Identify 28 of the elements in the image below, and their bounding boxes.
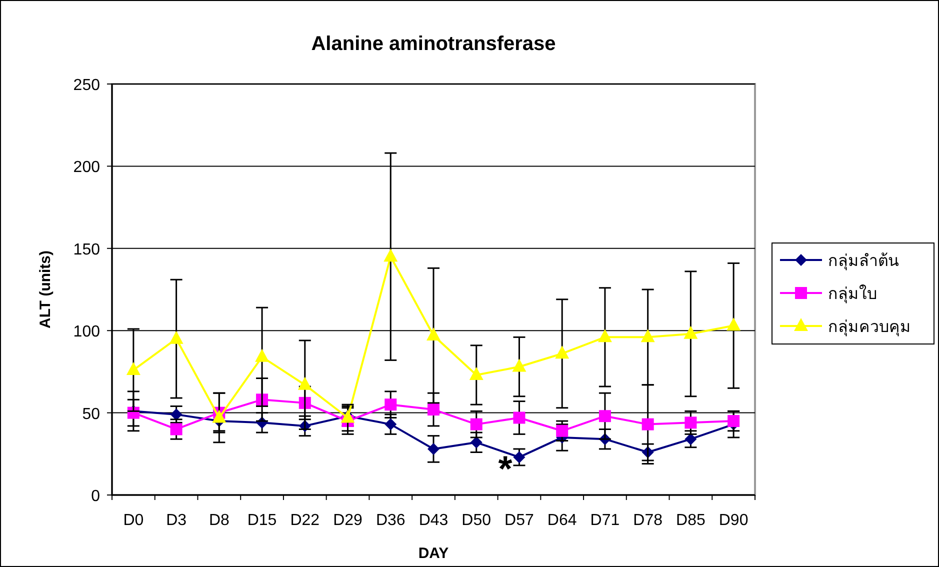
x-tick-label: D0	[123, 512, 144, 529]
x-tick-label: D8	[208, 512, 230, 529]
y-tick-label: 150	[73, 241, 100, 258]
y-tick-label: 200	[73, 159, 100, 176]
x-tick-label: D57	[504, 512, 534, 529]
x-tick-label: D29	[333, 512, 363, 529]
legend-label: กลุ่มลำต้น	[828, 252, 899, 271]
x-tick-label: D22	[290, 512, 320, 529]
x-tick-label: D90	[718, 512, 748, 529]
x-tick-label: D85	[676, 512, 706, 529]
y-axis-title: ALT (units)	[37, 250, 54, 329]
y-tick-label: 50	[82, 406, 100, 423]
x-tick-label: D36	[376, 512, 406, 529]
legend-label: กลุ่มใบ	[828, 284, 877, 304]
x-axis-title: DAY	[418, 545, 449, 562]
x-tick-label: D64	[547, 512, 577, 529]
x-tick-label: D78	[633, 512, 663, 529]
x-tick-label: D15	[247, 512, 277, 529]
chart-title: Alanine aminotransferase	[311, 33, 556, 55]
legend-label: กลุ่มควบคุม	[828, 319, 911, 337]
y-tick-label: 250	[73, 77, 100, 94]
x-tick-label: D3	[166, 512, 187, 529]
x-tick-label: D71	[590, 512, 620, 529]
y-tick-label: 100	[73, 324, 100, 341]
x-tick-label: D50	[462, 512, 492, 529]
y-tick-label: 0	[91, 488, 100, 505]
x-tick-label: D43	[418, 512, 448, 529]
annotation: *	[498, 448, 512, 490]
